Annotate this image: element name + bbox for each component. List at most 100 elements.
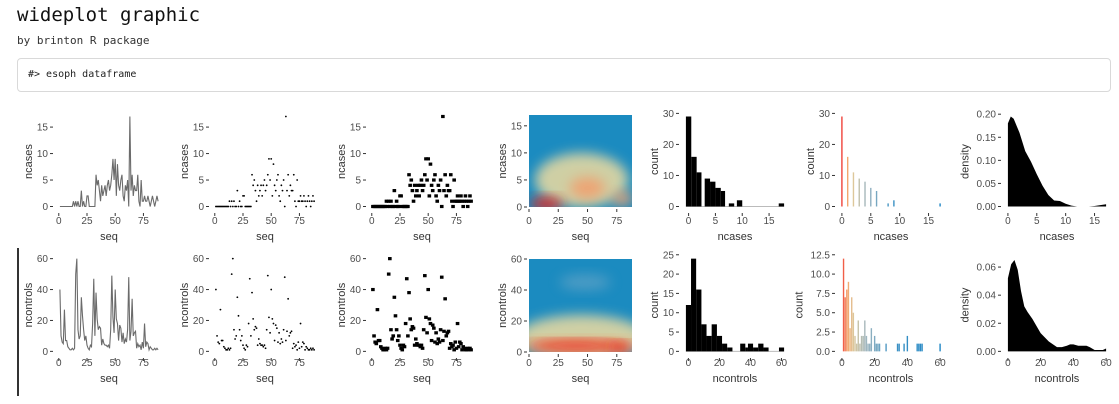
- scatter-point: [270, 157, 273, 160]
- scatter-point: [266, 173, 269, 176]
- scatter-point: [309, 205, 312, 208]
- tile-mark: [427, 317, 432, 321]
- histogram-bar: [745, 347, 748, 352]
- x-tick-label: 50: [110, 358, 122, 369]
- scatter-point: [227, 205, 230, 208]
- scatter-point: [305, 205, 308, 208]
- tile-mark: [413, 194, 418, 198]
- tile-mark: [462, 199, 467, 203]
- y-tick-label: 0.06: [977, 263, 997, 274]
- tile-mark: [425, 331, 429, 335]
- tile-mark: [443, 173, 447, 177]
- y-tick-label: 40: [193, 285, 205, 296]
- scatter-point: [292, 342, 295, 345]
- panel-heatmap-ncases-4: 0 5 10 15 0 25 50 75 seq ncases: [497, 115, 632, 243]
- scatter-point: [301, 341, 304, 343]
- scatter-point: [243, 347, 246, 350]
- scatter-point: [221, 339, 224, 342]
- y-tick-label: 0: [355, 347, 361, 358]
- tile-mark: [385, 204, 390, 209]
- histogram-bar: [691, 258, 697, 352]
- scatter-point: [272, 163, 275, 166]
- x-tick-label: 75: [294, 358, 306, 369]
- y-tick-label: 40: [511, 286, 523, 297]
- tile-mark: [372, 334, 376, 338]
- tile-mark: [413, 337, 418, 341]
- tile-mark: [384, 199, 389, 203]
- tile-mark: [441, 114, 445, 119]
- tile-mark: [444, 334, 449, 338]
- tile-mark: [424, 315, 428, 319]
- y-tick-label: 20: [819, 140, 831, 151]
- page-title: wideplot graphic: [17, 4, 201, 26]
- scatter-point: [301, 200, 304, 203]
- y-tick-label: 0: [198, 347, 204, 358]
- tile-mark: [454, 199, 459, 203]
- tile-mark: [386, 272, 391, 276]
- tile-mark: [435, 342, 440, 346]
- scatter-point: [313, 200, 315, 203]
- x-tick-label: 5: [1034, 216, 1040, 227]
- y-tick-label: 60: [37, 254, 49, 265]
- scatter-point: [240, 335, 243, 337]
- x-tick-label: 40: [745, 358, 757, 369]
- scatter-point: [307, 195, 310, 197]
- y-tick-label: 5: [516, 175, 522, 186]
- scatter-point: [259, 189, 261, 192]
- histogram-bar: [736, 200, 743, 207]
- tile-mark: [409, 328, 414, 332]
- scatter-point: [254, 189, 257, 192]
- scatter-point: [227, 347, 230, 350]
- panel-bar-count-5: 0 5 10 15 20 25 0 20 40 60 ncontrols count: [649, 250, 788, 385]
- scatter-point: [256, 344, 259, 347]
- tile-mark: [450, 199, 454, 203]
- tile-mark: [458, 199, 462, 203]
- density-hotspot: [569, 177, 606, 199]
- scatter-point: [309, 347, 312, 350]
- scatter-point: [310, 200, 313, 203]
- scatter-point: [280, 338, 283, 340]
- scatter-point: [300, 345, 303, 348]
- x-tick-label: 40: [902, 358, 914, 369]
- x-tick-label: 0: [369, 216, 375, 227]
- y-tick-label: 15: [37, 123, 49, 134]
- scatter-point: [273, 339, 276, 342]
- tile-mark: [435, 199, 440, 203]
- density-area: [1007, 260, 1107, 352]
- scatter-point: [274, 189, 277, 192]
- x-tick-label: 50: [582, 358, 594, 369]
- scatter-point: [216, 335, 218, 337]
- scatter-point: [251, 291, 253, 294]
- tile-mark: [437, 340, 442, 344]
- tile-mark: [392, 189, 397, 193]
- tile-mark: [407, 291, 411, 295]
- panel-scatter-ncases-2: 0 5 10 15 0 25 50 75 seq ncases: [179, 115, 315, 243]
- histogram-bar: [758, 343, 764, 352]
- scatter-point: [266, 274, 269, 277]
- tile-mark: [392, 295, 397, 299]
- y-tick-label: 10: [37, 149, 49, 160]
- panel-area-density-7: 0.00 0.02 0.04 0.06 0 20 40 60 ncontrols density: [960, 260, 1112, 385]
- tile-mark: [459, 194, 463, 198]
- tile-mark: [394, 199, 399, 203]
- y-tick-label: 0: [42, 347, 48, 358]
- scatter-point: [284, 115, 287, 118]
- histogram-bar: [704, 178, 711, 207]
- scatter-point: [299, 322, 302, 325]
- scatter-point: [306, 200, 309, 203]
- tile-mark: [467, 199, 471, 203]
- scatter-point: [224, 347, 226, 350]
- scatter-point: [270, 288, 273, 291]
- x-axis-title: ncontrols: [1035, 373, 1080, 385]
- tile-mark: [469, 199, 473, 203]
- scatter-point: [290, 330, 293, 333]
- tile-mark: [436, 183, 441, 187]
- tile-mark: [404, 277, 409, 281]
- scatter-point: [303, 342, 305, 345]
- histogram-bar: [685, 116, 692, 207]
- tile-mark: [459, 342, 463, 346]
- x-tick-label: 60: [935, 358, 947, 369]
- scatter-point: [239, 339, 242, 342]
- y-tick-label: 15: [350, 123, 362, 134]
- histogram-bar: [753, 347, 759, 352]
